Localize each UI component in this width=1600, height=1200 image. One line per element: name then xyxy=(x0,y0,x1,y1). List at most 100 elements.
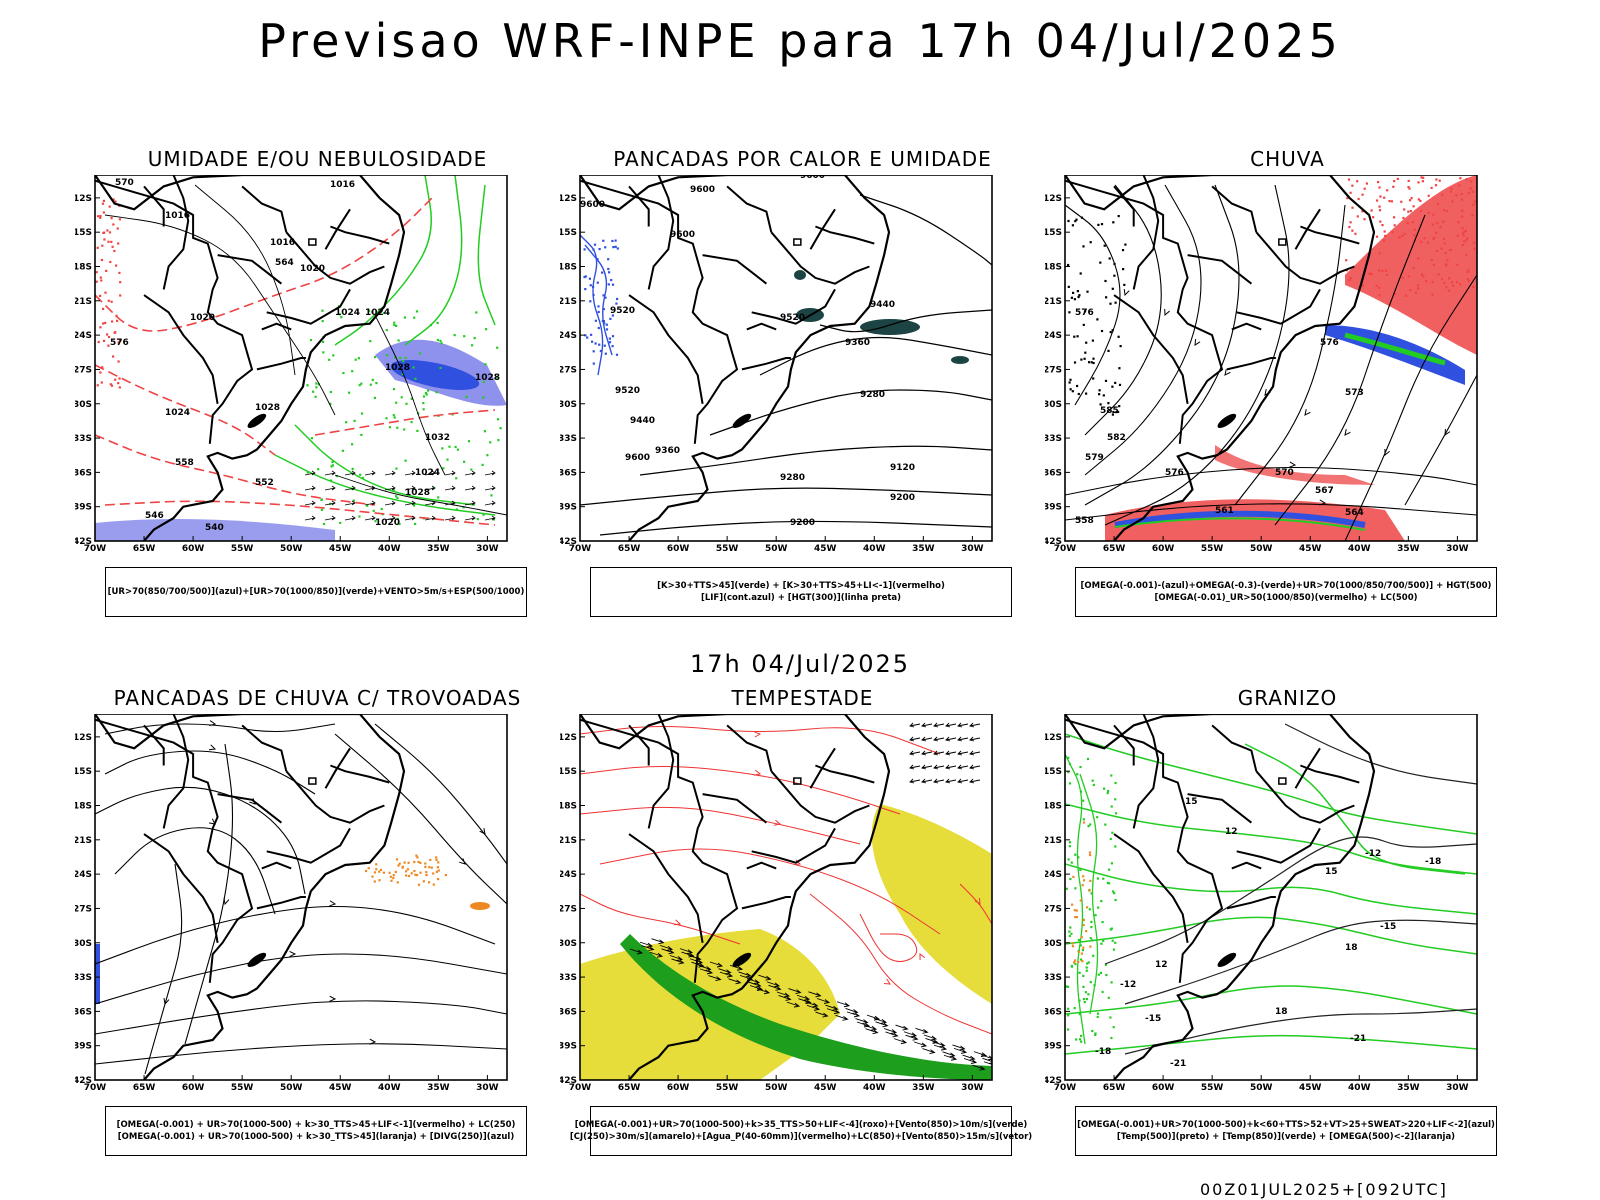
lat-tick-label: 24S xyxy=(560,870,577,880)
rain-speck-red xyxy=(1449,190,1453,193)
thickness-contour-red xyxy=(95,364,276,456)
pressure-contour xyxy=(374,314,446,476)
wind-vector xyxy=(364,485,376,491)
humidity-speck-red xyxy=(99,276,102,279)
rain-speck-red xyxy=(1372,216,1375,219)
streamline xyxy=(1084,184,1202,476)
lon-tick-label: 65W xyxy=(1103,544,1126,554)
wind-vector xyxy=(364,500,376,506)
humidity-speck-green xyxy=(383,312,386,315)
contour-label: 1020 xyxy=(190,313,215,323)
lif-speck-blue xyxy=(598,343,601,346)
temp850-speck-green xyxy=(1110,862,1113,865)
humidity-speck-red xyxy=(99,214,102,218)
wind-vector xyxy=(909,778,921,784)
rain-speck-red xyxy=(1467,269,1470,272)
rain-speck-red xyxy=(1437,273,1440,276)
omega-speck-orange xyxy=(1089,945,1092,948)
lagoon xyxy=(732,952,752,968)
lon-tick-label: 65W xyxy=(133,544,156,554)
temp850-speck-green xyxy=(1067,1028,1070,1031)
humidity-speck-green xyxy=(306,384,309,387)
humidity-speck-green xyxy=(414,377,417,380)
temp850-speck-green xyxy=(1068,845,1071,848)
lat-tick-label: 36S xyxy=(75,468,92,478)
contour-label: 561 xyxy=(1215,506,1234,516)
rain-speck-red xyxy=(1416,287,1419,290)
temp850-speck-green xyxy=(1078,971,1081,974)
lif-speck-blue xyxy=(584,288,587,291)
humidity-speck-green xyxy=(418,352,422,355)
humidity-speck-green xyxy=(422,395,426,398)
humidity-speck-green xyxy=(374,356,377,359)
omega-speck-orange xyxy=(1082,875,1085,878)
rain-area-red xyxy=(1345,175,1477,355)
lagoon xyxy=(1217,413,1237,429)
lon-tick-label: 65W xyxy=(133,1083,156,1093)
storm-speck-orange xyxy=(367,867,370,870)
temp850-contour-green xyxy=(1065,1034,1477,1055)
wind-vector xyxy=(933,764,945,770)
storm-speck-orange xyxy=(407,874,411,878)
humidity-speck-green xyxy=(471,344,474,347)
storm-speck-orange xyxy=(430,866,433,869)
state-border xyxy=(770,231,870,285)
coastline xyxy=(580,175,891,541)
lon-tick-label: 30W xyxy=(476,544,499,554)
lat-tick-label: 33S xyxy=(560,973,577,983)
contour-label: -18 xyxy=(1425,857,1441,867)
lif-speck-blue xyxy=(602,308,605,311)
state-border xyxy=(770,770,870,824)
wind-vector xyxy=(669,955,684,961)
wind-vector xyxy=(444,500,456,506)
humidity-speck-red xyxy=(111,320,114,323)
humidity-speck-green xyxy=(395,324,398,327)
rain-speck-black xyxy=(1091,339,1094,342)
rain-speck-black xyxy=(1068,381,1071,384)
humidity-speck-green xyxy=(490,494,493,497)
rain-speck-red xyxy=(1370,273,1373,276)
rain-speck-red xyxy=(1443,237,1446,241)
panel-tempestade: TEMPESTADE 12S 15S 18S 21S 24S 27S 30S 33S 36S 39… xyxy=(560,686,1045,1176)
temp850-speck-green xyxy=(1109,837,1112,841)
rain-speck-red xyxy=(1436,222,1439,225)
streamline-arrow xyxy=(163,998,170,1006)
map-frame xyxy=(94,714,508,1081)
state-border xyxy=(751,827,836,864)
wind-vector xyxy=(384,485,396,491)
temp850-speck-green xyxy=(1090,892,1093,895)
rain-speck-red xyxy=(1422,176,1425,179)
humidity-speck-red xyxy=(101,244,104,247)
lon-tick-label: 45W xyxy=(329,1083,352,1093)
rain-speck-red xyxy=(1348,225,1351,229)
storm-speck-orange xyxy=(417,860,420,863)
state-border xyxy=(1236,827,1321,864)
lat-tick-label: 36S xyxy=(1045,1007,1062,1017)
humidity-speck-green xyxy=(454,445,457,449)
coastline xyxy=(1065,714,1376,1080)
hgt300-contour xyxy=(580,487,992,506)
rain-speck-red xyxy=(1443,242,1446,245)
temp850-speck-green xyxy=(1111,939,1114,942)
humidity-speck-red xyxy=(107,240,110,243)
rain-speck-red xyxy=(1441,193,1444,196)
storm-speck-orange xyxy=(410,872,413,875)
rain-speck-black xyxy=(1086,290,1089,293)
temp850-speck-green xyxy=(1114,845,1117,848)
humidity-speck-green xyxy=(385,417,388,420)
temp850-speck-green xyxy=(1102,939,1105,942)
temp850-speck-green xyxy=(1076,773,1079,776)
rain-speck-black xyxy=(1071,224,1074,227)
contour-label: -21 xyxy=(1350,1034,1366,1044)
storm-speck-orange xyxy=(435,858,438,861)
humidity-contour-green xyxy=(334,175,432,346)
state-border xyxy=(1113,833,1189,943)
contour-label: 585 xyxy=(1100,406,1119,416)
omega-speck-orange xyxy=(1071,903,1074,906)
humidity-speck-green xyxy=(358,384,361,387)
humidity-speck-green xyxy=(462,506,465,509)
humidity-speck-green xyxy=(371,378,374,381)
state-border xyxy=(1187,793,1253,824)
storm-speck-orange xyxy=(428,881,431,884)
lon-tick-label: 30W xyxy=(961,1083,984,1093)
